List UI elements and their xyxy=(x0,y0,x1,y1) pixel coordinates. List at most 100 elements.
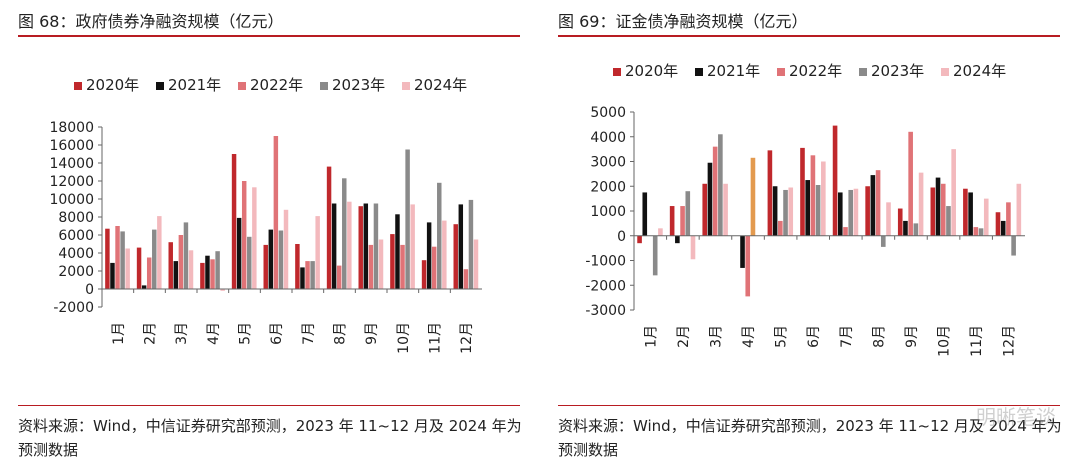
x-tick-label: 11月 xyxy=(969,325,985,357)
bar xyxy=(378,239,384,289)
bar xyxy=(652,235,658,276)
source-note: 资料来源：Wind，中信证券研究部预测，2023 年 11~12 月及 2024… xyxy=(18,417,522,459)
bar xyxy=(940,183,946,236)
bar xyxy=(315,216,320,289)
legend-label: 2023年 xyxy=(332,76,385,94)
y-tick-label: -2000 xyxy=(585,278,626,294)
bar xyxy=(875,170,881,236)
bar xyxy=(723,183,728,236)
bar xyxy=(918,172,924,236)
bar xyxy=(750,157,756,236)
bar xyxy=(141,285,147,289)
bar xyxy=(783,189,788,236)
bar xyxy=(110,262,115,289)
legend-label: 2020年 xyxy=(86,76,139,94)
bar xyxy=(231,154,237,289)
bar xyxy=(815,185,821,236)
bar xyxy=(173,261,179,289)
bar xyxy=(946,206,951,236)
bar xyxy=(178,235,184,289)
y-tick-label: -2000 xyxy=(53,300,94,316)
bar xyxy=(821,161,826,236)
bar xyxy=(442,220,447,289)
legend-swatch xyxy=(613,68,621,76)
bar xyxy=(168,242,173,289)
bar xyxy=(268,229,274,289)
x-tick-label: 2月 xyxy=(143,322,159,345)
bar xyxy=(712,146,718,236)
bar xyxy=(241,181,247,289)
legend-swatch xyxy=(402,82,410,90)
x-tick-label: 10月 xyxy=(937,325,953,357)
x-tick-label: 12月 xyxy=(1002,325,1018,357)
bar xyxy=(120,231,125,289)
bar xyxy=(837,192,843,236)
bar xyxy=(995,212,1001,236)
bar-chart-government-bonds: 2020年 2021年 2022年 2023年 2024年 -2000 0 2000 4000 6… xyxy=(49,76,482,354)
bar xyxy=(421,260,427,289)
y-tick-label: 3000 xyxy=(590,155,626,171)
x-tick-label: 7月 xyxy=(839,325,855,348)
bar xyxy=(880,235,886,247)
bar xyxy=(358,206,363,289)
bar xyxy=(326,166,332,289)
bar xyxy=(146,257,152,289)
x-tick-label: 12月 xyxy=(459,322,475,354)
bar xyxy=(342,178,347,289)
bar xyxy=(210,259,215,289)
bar xyxy=(363,203,369,289)
bar xyxy=(832,125,838,236)
legend-swatch xyxy=(156,82,164,90)
x-tick-label: 11月 xyxy=(428,322,444,354)
y-tick-label: 8000 xyxy=(58,210,94,226)
bar xyxy=(136,247,142,289)
legend-label: 2021年 xyxy=(707,62,760,80)
source-rule xyxy=(558,405,1060,406)
bar xyxy=(390,234,395,289)
bar xyxy=(669,206,675,236)
bar xyxy=(300,267,305,289)
bar xyxy=(800,147,805,236)
bar xyxy=(843,227,848,236)
bar xyxy=(183,222,189,289)
bar xyxy=(848,189,854,236)
bar xyxy=(951,149,956,236)
bar xyxy=(690,235,696,260)
bar xyxy=(347,201,352,289)
bar xyxy=(236,217,242,289)
x-tick-label: 6月 xyxy=(806,325,822,348)
bar xyxy=(702,183,708,236)
bar xyxy=(913,223,919,236)
x-axis: 1月 2月 3月 4月 5月 6月 7月 8月 9月 10月 11月 12月 xyxy=(633,235,1018,357)
bar xyxy=(810,155,816,236)
y-tick-label: 2000 xyxy=(58,264,94,280)
x-tick-label: 1月 xyxy=(111,322,127,345)
y-tick-label: 4000 xyxy=(58,246,94,262)
bar xyxy=(658,228,663,236)
bar xyxy=(740,235,745,268)
legend-label: 2024年 xyxy=(953,62,1006,80)
y-tick-label: -3000 xyxy=(585,303,626,319)
bar xyxy=(767,150,773,236)
bar xyxy=(205,255,210,289)
bar xyxy=(273,136,279,289)
y-tick-label: -1000 xyxy=(585,254,626,270)
bar xyxy=(642,192,648,236)
title-rule xyxy=(558,35,1060,37)
bar-chart-psl-bonds: 2020年 2021年 2022年 2023年 2024年 -3000 -2000 -1000… xyxy=(585,62,1025,357)
bar xyxy=(400,244,405,289)
chart-title: 图 68：政府债券净融资规模（亿元） xyxy=(18,12,284,31)
bar xyxy=(865,186,870,236)
bar xyxy=(278,230,284,289)
bar xyxy=(685,191,691,236)
source-note: 资料来源：Wind，中信证券研究部预测，2023 年 11~12 月及 2024… xyxy=(558,417,1062,459)
bar xyxy=(431,246,437,289)
bar xyxy=(125,248,130,289)
bar xyxy=(437,182,442,289)
bar xyxy=(897,208,903,236)
y-axis: -2000 0 2000 4000 6000 8000 10000 12000 14000 160… xyxy=(49,120,103,316)
bar xyxy=(973,227,979,236)
x-tick-label: 5月 xyxy=(774,325,790,348)
watermark-logo: 明晰笔谈 xyxy=(976,405,1056,429)
bars xyxy=(105,136,479,291)
